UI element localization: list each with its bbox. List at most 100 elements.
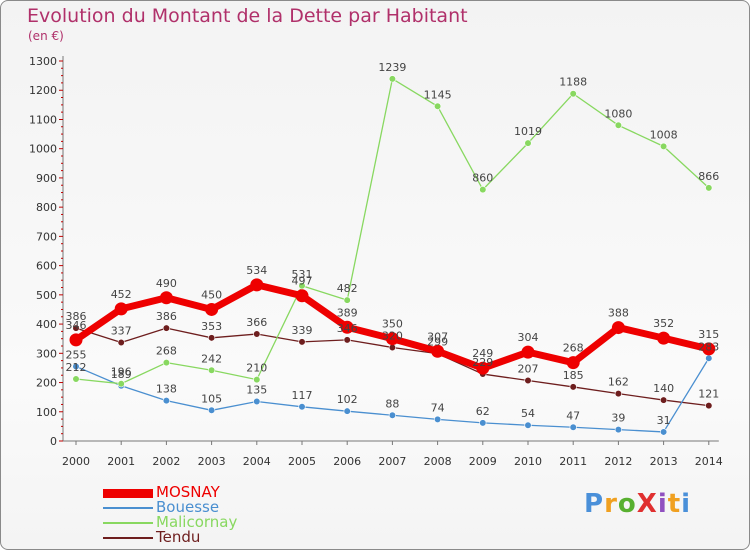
point-malicornay — [298, 282, 306, 290]
point-mosnay — [702, 342, 716, 356]
point-mosnay — [159, 291, 173, 305]
data-label-malicornay: 1080 — [604, 107, 632, 120]
logo-letter: o — [617, 489, 637, 519]
legend-swatch — [103, 507, 153, 509]
data-label-tendu: 353 — [201, 320, 222, 333]
x-tick-label: 2001 — [107, 455, 135, 468]
y-tick-label: 300 — [36, 347, 57, 360]
point-mosnay — [476, 361, 490, 375]
chart-title: Evolution du Montant de la Dette par Hab… — [27, 5, 468, 27]
point-malicornay — [479, 186, 487, 194]
point-mosnay — [611, 321, 625, 335]
point-bouesse — [569, 423, 577, 431]
point-tendu — [117, 338, 125, 347]
data-labels: 386 337 386 353 366 339 346 320 299 229 207 185 162 1… — [66, 61, 720, 427]
proxiti-logo: ProXiti — [584, 489, 691, 519]
point-bouesse — [614, 426, 623, 434]
y-tick-label: 900 — [36, 172, 57, 185]
point-mosnay — [295, 289, 309, 303]
data-label-malicornay: 866 — [698, 170, 719, 183]
x-tick-label: 2013 — [650, 455, 678, 468]
data-label-tendu: 162 — [608, 376, 629, 389]
data-label-malicornay: 1188 — [559, 76, 587, 89]
point-mosnay — [385, 332, 399, 346]
point-tendu — [208, 334, 216, 342]
point-malicornay — [524, 139, 532, 147]
point-malicornay — [614, 121, 623, 129]
point-bouesse — [388, 411, 397, 419]
logo-letter: X — [636, 489, 658, 519]
logo-letter: r — [604, 489, 618, 519]
data-label-mosnay: 497 — [292, 275, 313, 288]
data-label-tendu: 346 — [337, 322, 358, 335]
data-label-bouesse: 117 — [292, 389, 313, 402]
data-label-tendu: 185 — [563, 369, 584, 382]
x-tick-label: 2005 — [288, 455, 316, 468]
point-malicornay — [208, 366, 216, 374]
y-tick-label: 400 — [36, 318, 57, 331]
data-label-mosnay: 346 — [66, 319, 87, 332]
data-label-mosnay: 388 — [608, 307, 629, 320]
x-tick-label: 2004 — [243, 455, 271, 468]
data-label-bouesse: 62 — [476, 405, 490, 418]
point-mosnay — [69, 333, 83, 347]
point-tendu — [343, 336, 351, 344]
point-bouesse — [298, 403, 306, 411]
point-malicornay — [72, 375, 80, 383]
data-label-malicornay: 531 — [292, 268, 313, 281]
x-tick-label: 2008 — [424, 455, 452, 468]
data-label-bouesse: 39 — [611, 412, 625, 425]
point-bouesse — [434, 415, 442, 423]
point-mosnay — [340, 320, 354, 334]
point-malicornay — [569, 90, 577, 98]
axes: 0 100 200 300 400 500 600 700 800 900 1000 1100 1200… — [29, 55, 723, 468]
data-label-tendu: 140 — [653, 382, 674, 395]
logo-letter: i — [681, 489, 692, 519]
data-label-malicornay: 212 — [66, 361, 87, 374]
x-tick-label: 2014 — [695, 455, 723, 468]
point-mosnay — [205, 302, 219, 316]
legend-label: MOSNAY — [156, 483, 220, 501]
point-bouesse — [659, 428, 668, 436]
point-mosnay — [657, 331, 671, 345]
x-tick-label: 2012 — [604, 455, 632, 468]
point-bouesse — [253, 397, 261, 406]
data-label-bouesse: 88 — [385, 397, 399, 410]
x-tick-label: 2000 — [62, 455, 90, 468]
point-tendu — [253, 330, 261, 338]
y-tick-label: 700 — [36, 230, 57, 243]
point-mosnay — [521, 345, 535, 359]
data-label-bouesse: 74 — [431, 401, 445, 414]
point-malicornay — [705, 184, 713, 192]
point-bouesse — [208, 406, 216, 414]
legend-swatch — [103, 489, 153, 498]
data-label-malicornay: 1019 — [514, 125, 542, 138]
data-label-bouesse: 283 — [698, 340, 719, 353]
point-mosnay — [566, 356, 580, 370]
x-tick-label: 2009 — [469, 455, 497, 468]
data-label-bouesse: 105 — [201, 392, 222, 405]
data-label-mosnay: 534 — [246, 264, 267, 277]
data-label-malicornay: 1145 — [424, 88, 452, 101]
data-label-bouesse: 54 — [521, 407, 535, 420]
data-label-tendu: 207 — [518, 362, 539, 375]
point-tendu — [524, 376, 532, 385]
data-label-malicornay: 482 — [337, 282, 358, 295]
data-label-mosnay: 389 — [337, 306, 358, 319]
data-label-bouesse: 138 — [156, 383, 177, 396]
series-layer — [69, 75, 716, 436]
data-label-bouesse: 31 — [657, 414, 671, 427]
data-label-tendu: 366 — [246, 316, 267, 329]
logo-letter: P — [584, 489, 605, 519]
point-mosnay — [114, 302, 128, 316]
point-bouesse — [72, 362, 80, 371]
point-tendu — [72, 324, 80, 332]
data-label-tendu: 229 — [472, 356, 493, 369]
x-tick-label: 2010 — [514, 455, 542, 468]
point-mosnay — [250, 278, 264, 292]
y-tick-label: 1300 — [29, 55, 57, 68]
y-tick-label: 500 — [36, 289, 57, 302]
data-label-mosnay: 304 — [518, 331, 539, 344]
